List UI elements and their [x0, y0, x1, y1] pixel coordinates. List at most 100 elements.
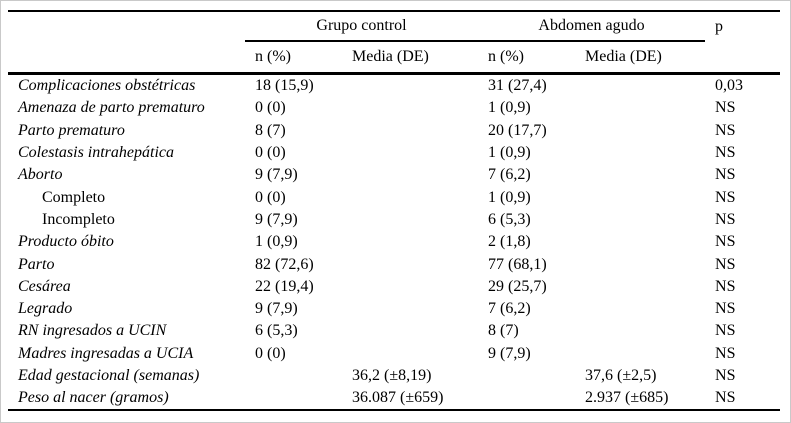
- row-label: Parto: [18, 255, 55, 273]
- comparison-table: Grupo control Abdomen agudo p n (%) Medi…: [8, 10, 781, 412]
- control-n-cell: 1 (0,9): [255, 233, 298, 251]
- row-label: Producto óbito: [18, 233, 114, 251]
- control-media-cell: [342, 74, 478, 98]
- empty-corner-cell: [8, 11, 245, 41]
- control-media-cell: [342, 97, 478, 119]
- table-row: Parto 82 (72,6) 77 (68,1) NS: [8, 253, 780, 275]
- p-value-cell: NS: [715, 389, 736, 407]
- abdomen-n-cell: 1 (0,9): [488, 188, 531, 206]
- row-label: Edad gestacional (semanas): [18, 367, 200, 384]
- abdomen-n-cell: 7 (6,2): [488, 300, 531, 318]
- control-media-cell: [342, 164, 478, 186]
- control-n-cell: 6 (5,3): [255, 322, 298, 340]
- abdomen-n-cell: 31 (27,4): [488, 77, 547, 95]
- control-n-cell: 0 (0): [255, 99, 286, 117]
- group-header-row: Grupo control Abdomen agudo p: [8, 11, 780, 42]
- control-n-cell: 9 (7,9): [255, 300, 298, 318]
- p-value-cell: 0,03: [715, 77, 744, 95]
- row-label: Aborto: [18, 166, 63, 184]
- abdomen-n-cell: 29 (25,7): [488, 277, 547, 295]
- table-row-sub-item: Incompleto 9 (7,9) 6 (5,3) NS: [8, 209, 780, 231]
- row-label: Legrado: [18, 300, 73, 318]
- abdomen-media-cell: [575, 97, 705, 119]
- p-value-cell: NS: [715, 210, 736, 228]
- row-label: Madres ingresadas a UCIA: [18, 344, 194, 362]
- row-label: RN ingresados a UCIN: [18, 322, 167, 340]
- table-row: Edad gestacional (semanas) 36,2 (±8,19) …: [8, 365, 780, 387]
- table-row: Peso al nacer (gramos) 36.087 (±659) 2.9…: [8, 387, 780, 410]
- control-n-cell: [245, 387, 342, 410]
- control-n-cell: [245, 365, 342, 387]
- p-column-header: p: [715, 17, 724, 35]
- table-row: Cesárea 22 (19,4) 29 (25,7) NS: [8, 276, 780, 298]
- control-n-cell: 8 (7): [255, 121, 286, 139]
- abdomen-media-cell: [575, 164, 705, 186]
- control-n-cell: 0 (0): [255, 344, 286, 362]
- control-n-cell: 9 (7,9): [255, 210, 298, 228]
- abdomen-media-cell: [575, 186, 705, 208]
- row-label: Complicaciones obstétricas: [18, 77, 196, 95]
- p-value-cell: NS: [715, 300, 736, 318]
- control-n-cell: 18 (15,9): [255, 77, 314, 95]
- control-media-cell: [342, 209, 478, 231]
- abdomen-n-cell: 9 (7,9): [488, 344, 531, 362]
- row-label: Completo: [42, 188, 106, 206]
- abdomen-n-cell: [478, 387, 575, 410]
- p-value-cell: NS: [715, 144, 736, 162]
- abdomen-media-cell: [575, 320, 705, 342]
- control-media-cell: [342, 142, 478, 164]
- control-media-header: Media (DE): [342, 41, 479, 75]
- row-label: Cesárea: [18, 277, 71, 295]
- control-n-cell: 0 (0): [255, 144, 286, 162]
- control-media-cell: [342, 298, 478, 320]
- abdomen-n-cell: 1 (0,9): [488, 144, 531, 162]
- abdomen-n-cell: 6 (5,3): [488, 210, 531, 228]
- table-row: Amenaza de parto prematuro 0 (0) 1 (0,9)…: [8, 97, 780, 119]
- p-value-cell: NS: [715, 277, 736, 295]
- abdomen-n-cell: 1 (0,9): [488, 99, 531, 117]
- abdomen-n-cell: [478, 365, 575, 387]
- table-row-sub-item: Completo 0 (0) 1 (0,9) NS: [8, 186, 780, 208]
- abdomen-media-header: Media (DE): [575, 41, 706, 75]
- row-label: Parto prematuro: [18, 121, 125, 139]
- abdomen-media-cell: 2.937 (±685): [585, 389, 669, 407]
- abdomen-media-cell: [575, 253, 705, 275]
- p-value-cell: NS: [715, 322, 736, 340]
- table-row: RN ingresados a UCIN 6 (5,3) 8 (7) NS: [8, 320, 780, 342]
- table-row: Colestasis intrahepática 0 (0) 1 (0,9) N…: [8, 142, 780, 164]
- abdomen-media-cell: [575, 142, 705, 164]
- table-row: Madres ingresadas a UCIA 0 (0) 9 (7,9) N…: [8, 343, 780, 365]
- control-media-cell: [342, 343, 478, 365]
- abdomen-media-cell: [575, 74, 705, 98]
- p-value-cell: NS: [715, 166, 736, 184]
- p-value-cell: NS: [715, 255, 736, 273]
- empty-p-subheader-cell: [705, 41, 781, 75]
- abdomen-media-cell: [575, 209, 705, 231]
- table-row: Legrado 9 (7,9) 7 (6,2) NS: [8, 298, 780, 320]
- group-header-abdomen-agudo: Abdomen agudo: [478, 11, 706, 42]
- p-value-cell: NS: [715, 367, 736, 384]
- control-media-cell: [342, 276, 478, 298]
- abdomen-n-cell: 7 (6,2): [488, 166, 531, 184]
- row-label: Colestasis intrahepática: [18, 144, 174, 162]
- control-media-cell: [342, 231, 478, 253]
- control-n-cell: 9 (7,9): [255, 166, 298, 184]
- abdomen-media-cell: [575, 120, 705, 142]
- p-value-cell: NS: [715, 188, 736, 206]
- p-value-cell: NS: [715, 121, 736, 139]
- subheader-row: n (%) Media (DE) n (%) Media (DE): [8, 41, 781, 75]
- abdomen-media-cell: [575, 276, 705, 298]
- row-label: Incompleto: [42, 210, 115, 228]
- row-label: Amenaza de parto prematuro: [18, 99, 205, 117]
- empty-subheader-cell: [8, 41, 245, 75]
- control-media-cell: [342, 320, 478, 342]
- abdomen-n-header: n (%): [478, 41, 576, 75]
- abdomen-n-cell: 8 (7): [488, 322, 519, 340]
- group-header-grupo-control: Grupo control: [245, 11, 479, 42]
- p-value-cell: NS: [715, 99, 736, 117]
- abdomen-media-cell: [575, 231, 705, 253]
- p-value-cell: NS: [715, 344, 736, 362]
- control-n-header: n (%): [245, 41, 342, 75]
- control-media-cell: [342, 253, 478, 275]
